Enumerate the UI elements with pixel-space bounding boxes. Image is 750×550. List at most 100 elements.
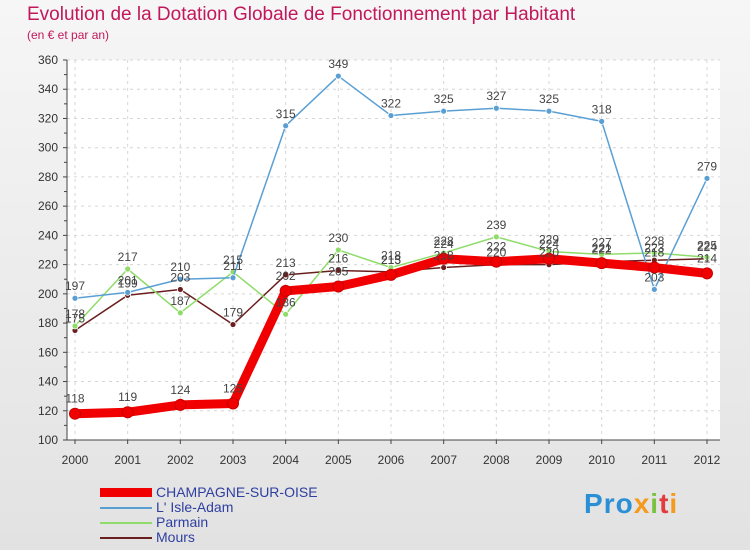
data-point [176,275,184,283]
data-point [334,246,342,254]
data-point [595,257,608,270]
data-point [69,407,81,420]
y-tick-label: 200 [38,287,58,301]
data-label: 228 [434,234,454,248]
data-label: 211 [223,259,242,273]
data-label: 199 [118,276,138,290]
data-point [492,233,500,241]
data-label: 124 [170,383,190,397]
data-label: 228 [644,234,664,248]
data-label: 187 [170,294,190,308]
data-label: 119 [118,390,137,404]
data-label: 186 [276,295,296,309]
data-point [648,261,661,274]
legend-swatch [100,506,152,509]
data-label: 223 [644,241,664,255]
chart-title: Evolution de la Dotation Globale de Fonc… [27,4,576,25]
data-point [282,271,290,279]
x-tick-label: 2010 [588,453,615,467]
legend-item: Mours [100,530,318,545]
data-point [174,398,187,411]
data-point [650,249,658,257]
data-point [279,284,292,297]
data-point [227,397,239,410]
data-label: 230 [328,231,348,245]
data-label: 239 [486,218,506,232]
legend-label: Parmain [156,514,209,530]
data-label: 118 [65,392,84,406]
data-label: 224 [539,237,559,251]
data-point [282,122,290,130]
x-tick-label: 2001 [114,453,141,467]
data-label: 325 [434,92,454,106]
data-point [437,252,450,265]
data-label: 175 [65,311,85,325]
legend: CHAMPAGNE-SUR-OISE L' Isle-Adam Parmain Mou… [100,485,318,545]
data-label: 197 [65,279,85,293]
data-point [703,253,711,261]
x-tick-label: 2009 [536,453,563,467]
x-tick-label: 2012 [694,453,721,467]
data-point [176,286,184,293]
data-point [387,112,395,119]
y-tick-label: 260 [38,199,58,213]
data-point [598,117,606,125]
legend-label: Mours [156,529,195,545]
data-label: 221 [592,241,612,255]
data-label: 229 [539,232,559,246]
data-point [71,322,79,330]
data-label: 217 [118,250,138,264]
y-tick-label: 280 [38,170,58,184]
legend-item: Parmain [100,515,318,530]
data-label: 213 [276,256,296,270]
data-label: 205 [328,265,348,279]
data-label: 210 [170,260,190,274]
y-tick-label: 320 [38,111,58,125]
data-point [703,174,711,182]
y-tick-label: 180 [38,316,58,330]
data-label: 216 [328,251,348,265]
data-label: 179 [223,306,243,320]
data-point [490,255,503,268]
data-label: 224 [697,240,717,254]
data-label: 218 [644,246,664,260]
data-point [650,286,658,293]
data-point [176,309,184,317]
data-label: 201 [118,273,138,287]
x-tick-label: 2000 [62,453,89,467]
legend-swatch [100,488,152,497]
data-label: 220 [486,246,506,260]
x-tick-label: 2008 [483,453,510,467]
data-point [492,104,500,112]
y-tick-label: 120 [38,404,58,418]
data-point [71,294,79,302]
data-label: 315 [276,107,296,121]
data-point [545,107,553,115]
y-tick-label: 160 [38,345,58,359]
x-tick-label: 2004 [272,453,299,467]
data-label: 214 [697,251,717,265]
data-label: 218 [434,249,454,263]
data-point [543,252,555,265]
data-point [385,268,397,281]
data-label: 227 [592,235,612,249]
data-point [701,267,713,280]
data-label: 220 [539,246,559,260]
legend-swatch [100,521,152,524]
data-label: 322 [381,97,401,111]
data-point [332,280,345,293]
data-label: 203 [170,270,190,284]
y-tick-label: 360 [38,53,58,67]
legend-item: CHAMPAGNE-SUR-OISE [100,485,318,500]
x-tick-label: 2007 [430,453,457,467]
x-tick-label: 2003 [220,453,247,467]
data-label: 213 [381,253,401,267]
data-label: 318 [592,102,612,116]
proxiti-logo: Proxiti [584,488,679,519]
data-point [124,288,132,296]
data-point [229,274,237,282]
y-tick-label: 300 [38,141,58,155]
data-label: 203 [644,270,664,284]
data-point [440,107,448,115]
